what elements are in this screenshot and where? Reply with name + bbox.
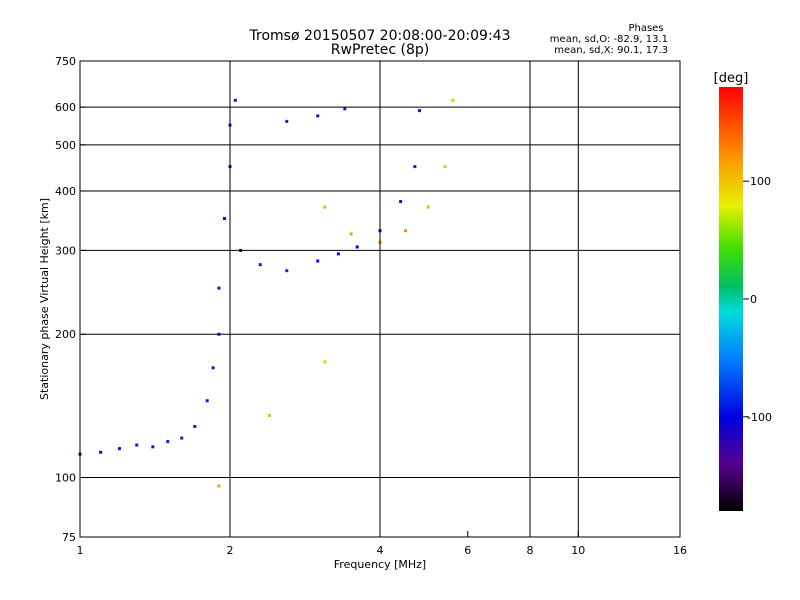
echo-point [258, 263, 262, 267]
echo-point [323, 360, 327, 364]
echo-point [180, 436, 184, 440]
echo-point [399, 200, 403, 204]
echo-point [267, 413, 271, 417]
echo-point [211, 366, 215, 370]
phases-x-stats: mean, sd,X: 90.1, 17.3 [554, 45, 668, 56]
x-tick-label: 2 [227, 544, 234, 557]
y-tick-label: 750 [55, 55, 76, 68]
x-tick-label: 6 [464, 544, 471, 557]
colorbar-label: [deg] [714, 71, 749, 86]
echo-point [285, 119, 289, 123]
echo-point [117, 447, 121, 451]
echo-point [217, 286, 221, 290]
echo-point [217, 484, 221, 488]
phases-o-stats: mean, sd,O: -82.9, 13.1 [550, 34, 668, 45]
echo-point [99, 450, 103, 454]
x-tick-label: 8 [527, 544, 534, 557]
colorbar-tick-label: 0 [750, 293, 757, 306]
echo-point [151, 445, 155, 449]
axis-ticks: 1 2 4 6 8 10 16 75 100 200 300 400 500 600 750 [55, 55, 687, 557]
y-tick-label: 400 [55, 185, 76, 198]
echo-point [417, 109, 421, 113]
colorbar-tick-label: -100 [747, 411, 772, 424]
x-tick-label: 4 [377, 544, 384, 557]
chart-subtitle: RwPretec (8p) [331, 42, 429, 58]
echo-point [166, 440, 170, 444]
echo-point [413, 165, 417, 169]
echo-point [349, 232, 353, 236]
colorbar [719, 87, 743, 511]
echo-point [451, 98, 455, 102]
echo-point [285, 269, 289, 273]
echo-point [223, 217, 227, 221]
x-tick-label: 16 [673, 544, 687, 557]
x-tick-label: 10 [571, 544, 585, 557]
y-tick-label: 500 [55, 139, 76, 152]
chart-title: Tromsø 20150507 20:08:00-20:09:43 [249, 28, 511, 44]
x-tick-label: 1 [77, 544, 84, 557]
data-points-layer [78, 98, 455, 488]
y-tick-label: 200 [55, 328, 76, 341]
echo-point [403, 229, 407, 233]
echo-point [426, 205, 430, 209]
echo-point [316, 114, 320, 118]
echo-point [343, 107, 347, 111]
y-tick-label: 100 [55, 472, 76, 485]
echo-point [443, 165, 447, 169]
echo-point [336, 252, 340, 256]
phases-title: Phases [628, 23, 663, 34]
echo-point [135, 443, 139, 447]
echo-point [233, 98, 237, 102]
echo-point [205, 399, 209, 403]
echo-point [193, 424, 197, 428]
echo-point [355, 245, 359, 249]
colorbar-ticks: 100 0 -100 [743, 175, 772, 424]
y-axis-label: Stationary phase Virtual Height [km] [38, 198, 51, 400]
y-tick-label: 300 [55, 244, 76, 257]
y-tick-label: 75 [62, 531, 76, 544]
y-tick-label: 600 [55, 101, 76, 114]
x-axis-label: Frequency [MHz] [334, 558, 426, 571]
colorbar-tick-label: 100 [750, 175, 771, 188]
echo-point [323, 205, 327, 209]
echo-point [316, 259, 320, 263]
grid-lines [80, 61, 680, 537]
